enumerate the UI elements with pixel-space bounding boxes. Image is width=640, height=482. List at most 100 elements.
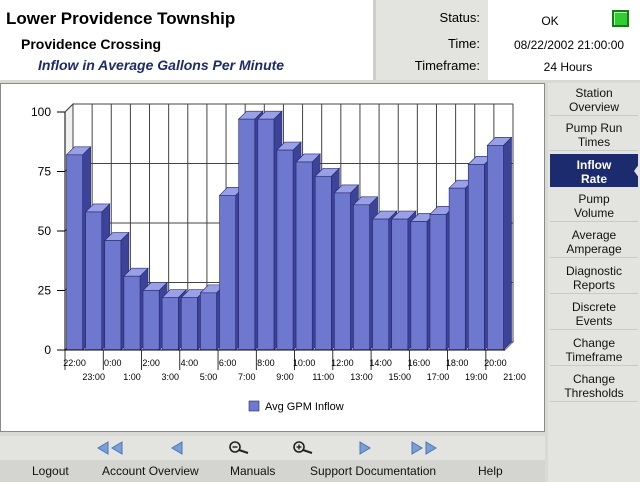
chart-legend: Avg GPM Inflow — [248, 400, 344, 413]
sidebar-item-label: Inflow Rate — [576, 157, 612, 186]
bar-front — [334, 192, 351, 351]
zoom-out-button[interactable] — [228, 440, 252, 456]
sidebar-item-inflow-rate[interactable]: Inflow Rate — [550, 154, 640, 187]
x-tick-label-bottom: 9:00 — [276, 372, 294, 382]
sidebar-item-label: Average Amperage — [566, 228, 622, 256]
legend-label: Avg GPM Inflow — [265, 401, 344, 413]
bar-front — [391, 218, 409, 351]
status-labels-panel: Status: Time: Timeframe: — [376, 0, 488, 80]
x-tick-label-top: 8:00 — [257, 358, 275, 368]
bar-front — [257, 118, 275, 351]
sidebar-item-change-thresholds[interactable]: Change Thresholds — [550, 369, 638, 402]
zoom-out-icon — [229, 441, 249, 454]
x-tick-label-bottom: 1:00 — [123, 372, 141, 382]
sidebar-item-diagnostic-reports[interactable]: Diagnostic Reports — [550, 261, 638, 294]
logout-link[interactable]: Logout — [32, 464, 69, 478]
x-tick-label-top: 6:00 — [219, 358, 237, 368]
manuals-link[interactable]: Manuals — [230, 464, 276, 478]
sidebar-item-label: Discrete Events — [571, 300, 616, 328]
double-left-arrow-icon — [97, 441, 123, 455]
y-tick-label: 75 — [38, 165, 52, 179]
status-indicator-light — [612, 10, 629, 27]
sidebar-item-station-overview[interactable]: Station Overview — [550, 83, 638, 116]
x-tick-label-bottom: 11:00 — [312, 372, 334, 382]
sidebar-item-pump-volume[interactable]: Pump Volume — [550, 189, 638, 222]
bar-front — [238, 118, 256, 351]
bar-front — [295, 161, 313, 351]
active-indicator-notch — [634, 163, 640, 179]
chart-title: Inflow in Average Gallons Per Minute — [38, 57, 285, 73]
bar-front — [353, 204, 370, 351]
x-tick-label-bottom: 17:00 — [427, 372, 450, 382]
status-value: OK — [541, 14, 559, 28]
time-label: Time: — [447, 36, 480, 51]
bar-front — [123, 275, 141, 351]
x-tick-label-bottom: 23:00 — [82, 372, 105, 382]
sidebar-item-label: Station Overview — [568, 86, 619, 114]
x-tick-label-bottom: 15:00 — [389, 372, 412, 382]
header-panel: Lower Providence Township Providence Cro… — [0, 0, 376, 80]
sidebar-item-change-timeframe[interactable]: Change Timeframe — [550, 333, 638, 366]
sidebar-item-label: Change Timeframe — [565, 336, 623, 364]
y-tick-label: 50 — [38, 224, 52, 238]
bar-front — [429, 214, 447, 351]
double-right-arrow-icon — [411, 441, 437, 455]
bar-front — [180, 297, 198, 351]
sidebar-item-pump-run-times[interactable]: Pump Run Times — [550, 118, 638, 151]
bar-front — [200, 292, 217, 351]
sidebar-item-average-amperage[interactable]: Average Amperage — [550, 225, 638, 258]
bar-front — [448, 187, 466, 351]
zoom-in-button[interactable] — [292, 440, 316, 456]
x-tick-label-top: 12:00 — [331, 358, 354, 368]
inflow-bar-chart: 0 25 50 75 100 22:00 0:00 2:00 4:00 6:00 8:00 10:00… — [31, 102, 526, 413]
page-back-button[interactable] — [168, 440, 186, 456]
chart-axes: 0 25 50 75 100 22:00 0:00 2:00 4:00 6:00 8:00 10:00… — [31, 105, 526, 382]
chart-bars — [65, 110, 513, 351]
bar-front — [142, 290, 160, 351]
help-link[interactable]: Help — [478, 464, 503, 478]
x-tick-label-top: 2:00 — [142, 358, 160, 368]
x-tick-label-bottom: 13:00 — [350, 372, 373, 382]
bar-front — [314, 175, 332, 351]
y-tick-label: 0 — [44, 343, 51, 357]
bar-side — [503, 136, 512, 351]
chart-panel: 0 25 50 75 100 22:00 0:00 2:00 4:00 6:00 8:00 10:00… — [0, 83, 545, 432]
timeframe-label: Timeframe: — [414, 58, 480, 73]
site-title: Lower Providence Township — [6, 9, 236, 28]
x-tick-label-bottom: 5:00 — [200, 372, 218, 382]
bar-front — [410, 221, 428, 351]
bar-front — [487, 145, 504, 351]
sidebar-item-label: Pump Volume — [573, 192, 615, 220]
bar-front — [276, 149, 294, 351]
status-values-panel: OK 08/22/2002 21:00:00 24 Hours — [488, 0, 640, 80]
bar-front — [104, 240, 122, 351]
support-documentation-link[interactable]: Support Documentation — [310, 464, 437, 478]
x-tick-label-top: 14:00 — [369, 358, 392, 368]
x-tick-label-top: 18:00 — [446, 358, 469, 368]
bar-front — [467, 164, 485, 351]
page-forward-button[interactable] — [356, 440, 374, 456]
sidebar-item-discrete-events[interactable]: Discrete Events — [550, 297, 638, 330]
page-forward-far-button[interactable] — [408, 440, 444, 456]
chart-bar — [486, 136, 513, 351]
gridline-h-depth — [64, 103, 74, 113]
footer-links: Logout Account Overview Manuals Support … — [0, 460, 545, 482]
y-tick-label: 25 — [38, 284, 52, 298]
station-name: Providence Crossing — [21, 36, 162, 52]
page-back-far-button[interactable] — [96, 440, 132, 456]
x-tick-label-top: 0:00 — [104, 358, 122, 368]
x-tick-label-top: 10:00 — [293, 358, 316, 368]
sidebar-nav: Station Overview Pump Run Times Inflow Rate… — [548, 83, 640, 482]
account-overview-link[interactable]: Account Overview — [102, 464, 199, 478]
legend-swatch — [248, 400, 260, 412]
x-tick-label-bottom: 21:00 — [503, 372, 526, 382]
zoom-in-icon — [293, 441, 313, 454]
x-tick-label-top: 22:00 — [63, 358, 86, 368]
sidebar-item-label: Change Thresholds — [564, 372, 624, 400]
y-tick-label: 100 — [31, 105, 51, 119]
sidebar-item-label: Pump Run Times — [565, 121, 623, 149]
bar-front — [66, 154, 83, 351]
left-arrow-icon — [171, 441, 183, 455]
x-tick-label-bottom: 7:00 — [238, 372, 256, 382]
right-arrow-icon — [359, 441, 371, 455]
